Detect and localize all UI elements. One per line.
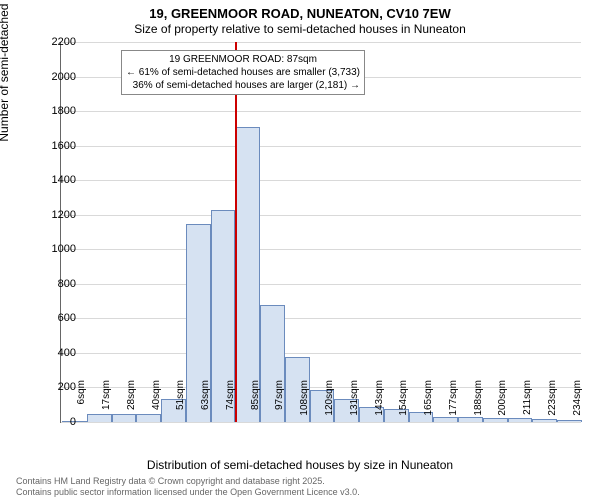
x-tick-label: 108sqm (299, 380, 310, 428)
x-tick-label: 154sqm (398, 380, 409, 428)
y-tick-label: 1200 (36, 209, 76, 221)
credits-line2: Contains public sector information licen… (16, 487, 360, 498)
y-tick-label: 2000 (36, 71, 76, 83)
y-tick-label: 1400 (36, 174, 76, 186)
x-tick-label: 97sqm (274, 380, 285, 428)
x-tick-label: 28sqm (126, 380, 137, 428)
chart-subtitle: Size of property relative to semi-detach… (0, 22, 600, 36)
gridline (61, 215, 581, 216)
credits-text: Contains HM Land Registry data © Crown c… (16, 476, 360, 498)
x-tick-label: 234sqm (572, 380, 583, 428)
annotation-box: 19 GREENMOOR ROAD: 87sqm← 61% of semi-de… (121, 50, 365, 95)
x-tick-label: 165sqm (423, 380, 434, 428)
y-tick-label: 400 (36, 347, 76, 359)
x-tick-label: 177sqm (448, 380, 459, 428)
gridline (61, 180, 581, 181)
x-tick-label: 143sqm (374, 380, 385, 428)
gridline (61, 111, 581, 112)
x-tick-label: 6sqm (76, 380, 87, 428)
histogram-chart: 19, GREENMOOR ROAD, NUNEATON, CV10 7EW S… (0, 0, 600, 500)
annotation-line: ← 61% of semi-detached houses are smalle… (126, 66, 360, 79)
y-tick-label: 1000 (36, 243, 76, 255)
x-tick-label: 211sqm (522, 380, 533, 428)
x-tick-label: 63sqm (200, 380, 211, 428)
plot-area: 19 GREENMOOR ROAD: 87sqm← 61% of semi-de… (60, 42, 581, 423)
x-tick-label: 120sqm (324, 380, 335, 428)
y-axis-label: Number of semi-detached properties (0, 0, 11, 142)
y-tick-label: 600 (36, 312, 76, 324)
y-tick-label: 1600 (36, 140, 76, 152)
credits-line1: Contains HM Land Registry data © Crown c… (16, 476, 360, 487)
x-tick-label: 17sqm (101, 380, 112, 428)
y-tick-label: 0 (36, 416, 76, 428)
gridline (61, 249, 581, 250)
x-tick-label: 200sqm (497, 380, 508, 428)
gridline (61, 146, 581, 147)
x-tick-label: 131sqm (349, 380, 360, 428)
gridline (61, 42, 581, 43)
marker-line (235, 42, 237, 422)
chart-title: 19, GREENMOOR ROAD, NUNEATON, CV10 7EW (0, 6, 600, 21)
x-tick-label: 74sqm (225, 380, 236, 428)
y-tick-label: 2200 (36, 36, 76, 48)
y-tick-label: 200 (36, 381, 76, 393)
x-tick-label: 51sqm (175, 380, 186, 428)
annotation-line: 19 GREENMOOR ROAD: 87sqm (126, 53, 360, 66)
gridline (61, 318, 581, 319)
x-axis-label: Distribution of semi-detached houses by … (0, 458, 600, 472)
x-tick-label: 188sqm (473, 380, 484, 428)
histogram-bar (235, 127, 260, 422)
x-tick-label: 85sqm (250, 380, 261, 428)
y-tick-label: 800 (36, 278, 76, 290)
gridline (61, 284, 581, 285)
annotation-line: 36% of semi-detached houses are larger (… (126, 79, 360, 92)
gridline (61, 353, 581, 354)
x-tick-label: 223sqm (547, 380, 558, 428)
x-tick-label: 40sqm (151, 380, 162, 428)
y-tick-label: 1800 (36, 105, 76, 117)
